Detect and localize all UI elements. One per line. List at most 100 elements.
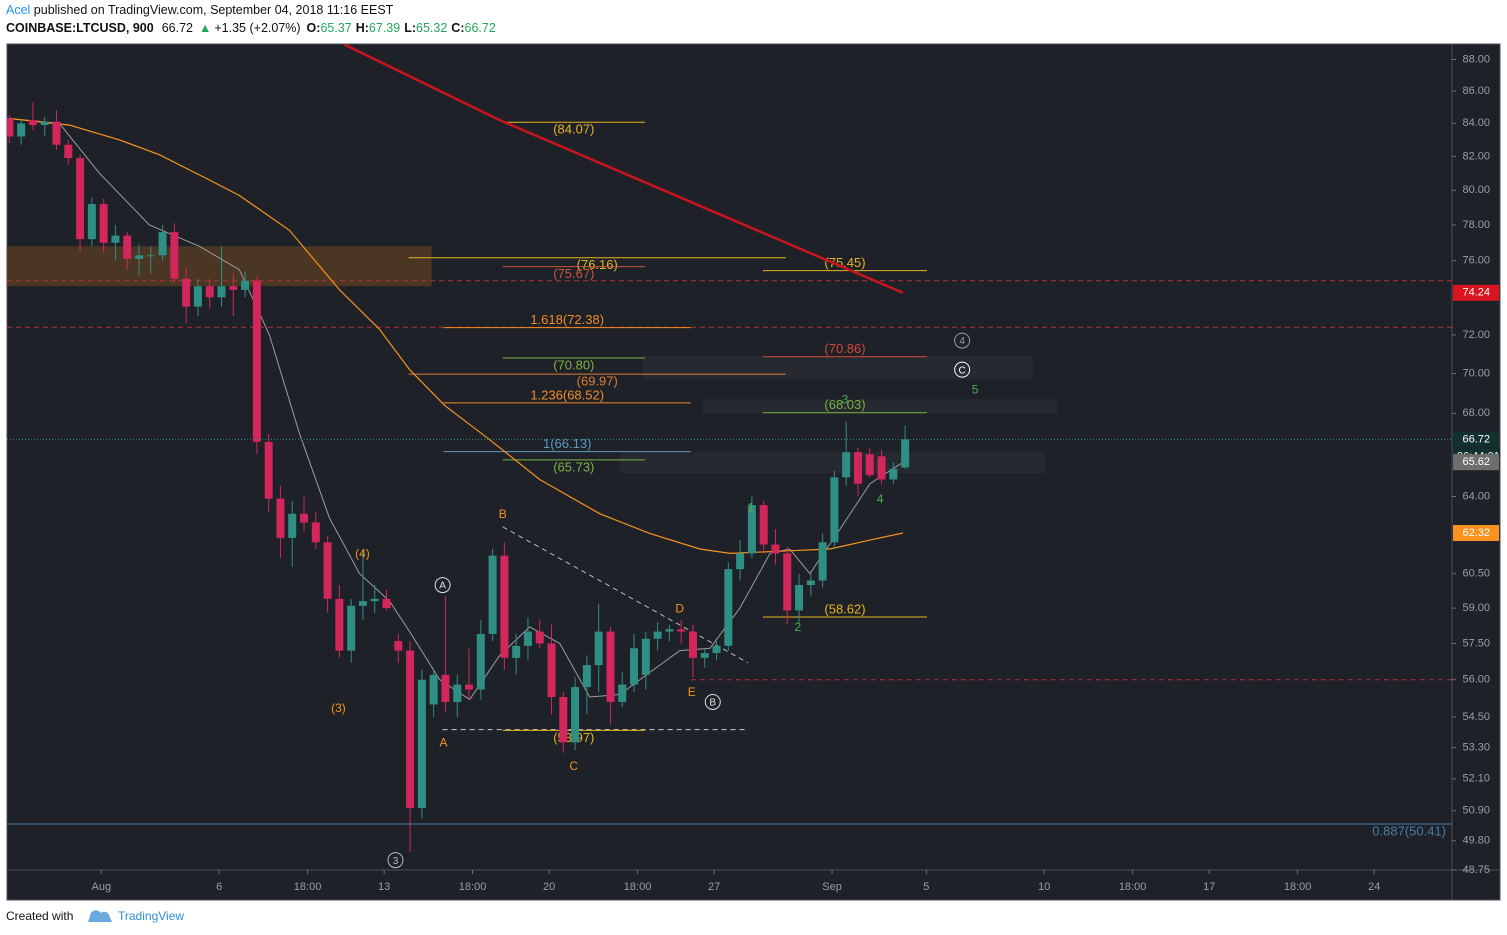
wave-label: B — [499, 507, 507, 521]
y-tick-label: 84.00 — [1462, 117, 1490, 129]
wave-label: C — [959, 365, 966, 376]
candle-body — [417, 679, 426, 809]
candle-body — [889, 468, 898, 480]
candle-body — [747, 505, 756, 554]
y-tick-label: 56.00 — [1462, 674, 1490, 686]
created-with: Created with — [6, 909, 73, 923]
y-tick-label: 54.50 — [1462, 711, 1490, 723]
o: 65.37 — [320, 21, 351, 35]
x-tick-label: Sep — [822, 881, 842, 893]
plot: (84.07) (76.16)(75.67) (75.45) 1.618(72.38)… — [7, 44, 1452, 869]
candle-body — [76, 158, 85, 240]
y-tick-label: 49.80 — [1462, 835, 1490, 847]
level-label: 1.236(68.52) — [530, 387, 604, 402]
candle-body — [146, 255, 155, 257]
wave-circle — [954, 332, 971, 349]
overlay-line — [344, 44, 904, 294]
arrow: ▲ — [199, 21, 211, 35]
price-box — [1453, 454, 1499, 471]
symbol-line: COINBASE:LTCUSD, 900 66.72 ▲ +1.35 (+2.07%)… — [6, 21, 496, 35]
price-box — [1453, 525, 1499, 542]
level-label: (69.97) — [577, 374, 618, 389]
candle-body — [229, 286, 238, 290]
candle-body — [830, 477, 839, 543]
dashed-line — [502, 526, 749, 664]
candle-body — [665, 629, 674, 632]
price-label: 74.24 — [1462, 287, 1490, 299]
candle-body — [677, 629, 686, 632]
candle-body — [300, 513, 309, 523]
candle-body — [688, 631, 697, 658]
x-tick-label: 24 — [1368, 881, 1380, 893]
wave-label: 2 — [795, 620, 802, 634]
candle-body — [135, 255, 144, 259]
price-box — [1453, 431, 1499, 448]
author[interactable]: Acel — [6, 3, 30, 17]
y-tick-label: 70.00 — [1462, 367, 1490, 379]
candle-body — [547, 643, 556, 698]
x-tick-label: 18:00 — [624, 881, 652, 893]
brand[interactable]: TradingView — [118, 909, 184, 923]
logo[interactable] — [88, 910, 112, 922]
candle-body — [288, 513, 297, 538]
h-label: H: — [356, 21, 369, 35]
candle-body — [370, 598, 379, 602]
candle-body — [111, 235, 120, 243]
wave-label: 1 — [748, 500, 755, 514]
price-box — [1453, 284, 1499, 301]
change: +1.35 (+2.07%) — [214, 21, 300, 35]
candle-body — [123, 235, 132, 259]
level-label: (65.73) — [553, 459, 594, 474]
wave-label: C — [569, 759, 578, 773]
wave-circle — [954, 361, 971, 378]
candle-body — [264, 441, 273, 499]
y-tick-label: 64.00 — [1462, 490, 1490, 502]
candle-body — [17, 123, 26, 137]
candle-body — [700, 653, 709, 658]
candle-body — [358, 601, 367, 606]
wave-label: 3 — [393, 856, 399, 867]
candle-body — [406, 650, 415, 809]
h: 67.39 — [369, 21, 400, 35]
candle-body — [795, 585, 804, 611]
o-label: O: — [307, 21, 321, 35]
wave-label: A — [440, 736, 448, 750]
wave-label: (4) — [355, 547, 370, 561]
candle-body — [818, 542, 827, 581]
y-tick-label: 88.00 — [1462, 53, 1490, 65]
candle-body — [40, 121, 49, 125]
x-tick-label: 13 — [378, 881, 390, 893]
header-line: Acel published on TradingView.com, Septe… — [6, 3, 394, 17]
y-tick-label: 53.30 — [1462, 741, 1490, 753]
candle-body — [771, 544, 780, 554]
y-tick-label: 86.00 — [1462, 85, 1490, 97]
wave-label: D — [675, 601, 684, 615]
y-tick-label: 80.00 — [1462, 184, 1490, 196]
candle-body — [182, 278, 191, 307]
level-label: (84.07) — [553, 122, 594, 137]
candle-body — [217, 286, 226, 298]
level-label: 0.887(50.41) — [1372, 823, 1446, 838]
y-tick-label: 48.75 — [1462, 864, 1490, 876]
candle-body — [901, 439, 910, 468]
candle-body — [205, 286, 214, 298]
x-tick-label: 18:00 — [1119, 881, 1147, 893]
y-tick-label: 76.00 — [1462, 255, 1490, 267]
x-tick-label: 10 — [1038, 881, 1050, 893]
y-tick-label: 59.00 — [1462, 602, 1490, 614]
candle-body — [500, 555, 509, 658]
candle-body — [783, 553, 792, 611]
candle-body — [52, 121, 61, 145]
zone — [702, 399, 1058, 414]
candle-body — [170, 232, 179, 279]
wave-label: 5 — [972, 382, 979, 396]
wave-label: (3) — [331, 701, 346, 715]
c-label: C: — [451, 21, 464, 35]
wave-circle — [704, 693, 721, 710]
wave-label: B — [709, 698, 716, 709]
published: published on TradingView.com, September … — [30, 3, 393, 17]
x-tick-label: Aug — [92, 881, 112, 893]
x-tick-label: 20 — [543, 881, 555, 893]
candle-body — [488, 555, 497, 634]
